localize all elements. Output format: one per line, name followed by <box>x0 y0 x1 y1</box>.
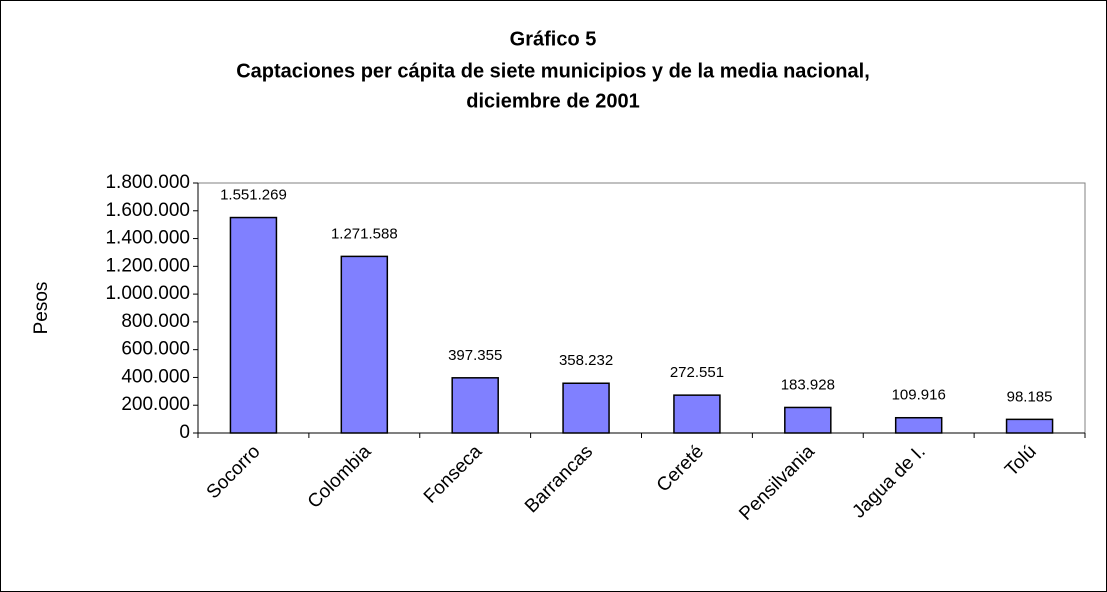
data-label: 358.232 <box>559 352 613 369</box>
chart-title: Gráfico 5 <box>510 28 597 50</box>
data-label: 109.916 <box>892 387 946 404</box>
y-tick-label: 0 <box>179 422 190 443</box>
y-tick-label: 1.000.000 <box>105 283 190 304</box>
bar <box>451 377 499 434</box>
data-label: 98.185 <box>1007 388 1053 405</box>
bar <box>1005 418 1054 434</box>
data-label: 397.355 <box>448 347 502 364</box>
y-axis-label: Pesos <box>31 282 52 335</box>
y-tick-label: 800.000 <box>121 311 190 332</box>
data-label: 272.551 <box>670 364 724 381</box>
bar <box>229 216 278 434</box>
chart-subtitle: Captaciones per cápita de siete municipi… <box>236 60 870 82</box>
bar <box>784 406 832 434</box>
data-label: 1.551.269 <box>220 187 287 204</box>
data-label: 183.928 <box>781 376 835 393</box>
y-tick-label: 1.600.000 <box>105 200 190 221</box>
bar <box>562 382 610 434</box>
y-tick-label: 1.200.000 <box>105 255 190 276</box>
y-tick-label: 1.800.000 <box>105 172 190 193</box>
y-tick-label: 200.000 <box>121 394 190 415</box>
y-tick-label: 600.000 <box>121 339 190 360</box>
chart-subtitle: diciembre de 2001 <box>466 90 639 112</box>
bar <box>673 394 721 434</box>
data-label: 1.271.588 <box>331 225 398 242</box>
y-tick-label: 400.000 <box>121 366 190 387</box>
bar <box>340 255 389 434</box>
bar <box>894 416 943 434</box>
y-tick-label: 1.400.000 <box>105 228 190 249</box>
